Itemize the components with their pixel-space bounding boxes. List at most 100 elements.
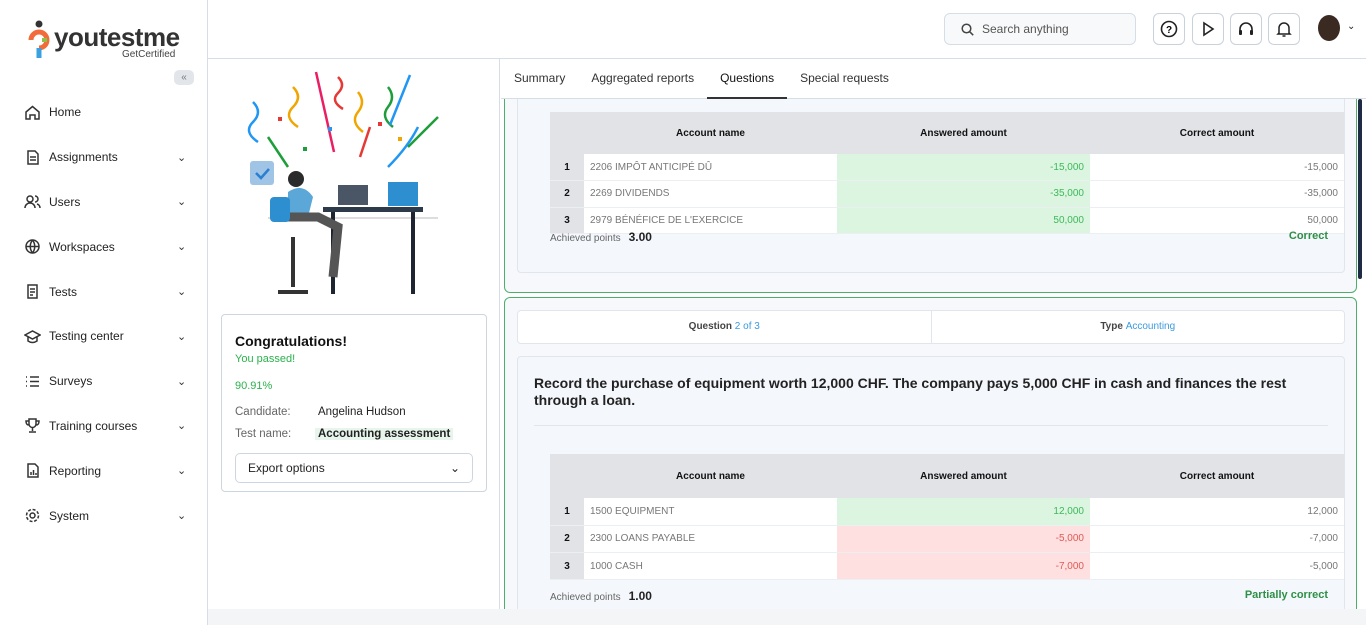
user-avatar[interactable] [1318, 15, 1340, 41]
home-icon [24, 104, 41, 121]
question-text: Record the purchase of equipment worth 1… [534, 375, 1287, 408]
sidebar-item-label: Training courses [49, 418, 138, 433]
table-row: 1 1500 EQUIPMENT 12,000 12,000 [550, 498, 1344, 526]
answer-table: Account name Answered amount Correct amoun… [550, 454, 1344, 581]
correct-amount: 50,000 [1090, 207, 1344, 234]
account-name: 2269 DIVIDENDS [584, 180, 837, 208]
notifications-button[interactable] [1268, 13, 1300, 45]
row-number: 3 [550, 552, 584, 581]
sidebar-item-label: System [49, 508, 90, 523]
sidebar-item-home[interactable]: Home [0, 90, 207, 135]
answered-amount: -15,000 [837, 154, 1090, 181]
logo[interactable]: youtestme GetCertified [28, 18, 188, 62]
export-options-label: Export options [248, 461, 325, 475]
play-button[interactable] [1192, 13, 1224, 45]
search-input[interactable]: Search anything [944, 13, 1136, 45]
test-name: Accounting assessment [315, 428, 454, 440]
tab-special-requests[interactable]: Special requests [800, 71, 889, 85]
achieved-points-label: Achieved points [550, 592, 621, 603]
search-icon [961, 22, 974, 36]
globe-icon [24, 238, 41, 255]
sidebar-item-label: Home [49, 105, 82, 120]
correct-amount: -5,000 [1090, 552, 1344, 581]
answered-amount: -5,000 [837, 525, 1090, 554]
account-name: 2979 BÉNÉFICE DE L'EXERCICE [584, 207, 837, 234]
collapse-sidebar-button[interactable]: « [174, 70, 194, 85]
sidebar-item-workspaces[interactable]: Workspaces ⌄ [0, 224, 207, 269]
pass-status: You passed! [235, 353, 296, 365]
result-panel: Congratulations! You passed! 90.91% Cand… [208, 59, 500, 609]
sidebar-item-users[interactable]: Users ⌄ [0, 180, 207, 225]
tab-summary[interactable]: Summary [514, 71, 566, 85]
brand-name: youtestme [54, 22, 180, 52]
logo-icon [28, 20, 50, 58]
gear-icon [24, 507, 41, 524]
tabs: Summary Aggregated reports Questions Specia… [501, 59, 1366, 99]
sidebar-item-training-courses[interactable]: Training courses ⌄ [0, 404, 207, 449]
tab-questions[interactable]: Questions [707, 59, 788, 99]
sidebar-item-testing-center[interactable]: Testing center ⌄ [0, 314, 207, 359]
celebration-illustration [247, 71, 439, 294]
candidate-label: Candidate: [235, 406, 291, 418]
achieved-points: Achieved points 3.00 [550, 230, 652, 244]
sidebar-item-assignments[interactable]: Assignments ⌄ [0, 135, 207, 180]
account-name: 2206 IMPÔT ANTICIPÉ DÛ [584, 154, 837, 181]
index-header [550, 112, 584, 154]
tab-aggregated-reports[interactable]: Aggregated reports [591, 71, 695, 85]
sidebar-item-system[interactable]: System ⌄ [0, 493, 207, 538]
column-header: Answered amount [837, 454, 1090, 498]
candidate-name: Angelina Hudson [318, 406, 406, 418]
users-icon [24, 193, 41, 210]
column-header: Correct amount [1090, 112, 1344, 154]
sidebar-item-label: Surveys [49, 374, 93, 389]
table-row: 1 2206 IMPÔT ANTICIPÉ DÛ -15,000 -15,000 [550, 154, 1344, 181]
sidebar-item-reporting[interactable]: Reporting ⌄ [0, 448, 207, 493]
sidebar-item-tests[interactable]: Tests ⌄ [0, 269, 207, 314]
question-number-value: 2 of 3 [734, 321, 760, 332]
sidebar-item-label: Testing center [49, 329, 124, 344]
answered-amount: 50,000 [837, 207, 1090, 234]
list-icon [24, 373, 41, 390]
result-title: Congratulations! [235, 333, 347, 349]
svg-text:?: ? [1166, 25, 1172, 36]
sidebar-item-surveys[interactable]: Surveys ⌄ [0, 359, 207, 404]
sidebar-item-label: Workspaces [49, 239, 115, 254]
correct-amount: -7,000 [1090, 525, 1344, 554]
answered-amount: 12,000 [837, 498, 1090, 526]
row-number: 2 [550, 180, 584, 208]
sidebar-item-label: Reporting [49, 463, 102, 478]
row-number: 3 [550, 207, 584, 234]
achieved-points: Achieved points 1.00 [550, 589, 652, 603]
question-number: Question 2 of 3 [518, 311, 931, 343]
question-type-label: Type [1100, 321, 1123, 332]
chevron-down-icon: ⌄ [177, 465, 187, 478]
chevron-down-icon: ⌄ [177, 241, 187, 254]
row-number: 2 [550, 525, 584, 554]
question-type-value: Accounting [1125, 321, 1176, 332]
help-icon: ? [1160, 20, 1178, 38]
score: 90.91% [235, 380, 273, 392]
trophy-icon [24, 417, 41, 434]
table-row: 2 2300 LOANS PAYABLE -5,000 -7,000 [550, 525, 1344, 554]
account-name: 2300 LOANS PAYABLE [584, 525, 837, 554]
row-number: 1 [550, 154, 584, 181]
table-row: 3 2979 BÉNÉFICE DE L'EXERCICE 50,000 50,000 [550, 207, 1344, 234]
scrollbar[interactable] [1358, 99, 1362, 279]
graduation-cap-icon [24, 328, 41, 345]
correct-amount: -15,000 [1090, 154, 1344, 181]
chevron-down-icon[interactable]: ⌄ [1347, 21, 1356, 32]
table-row: 3 1000 CASH -7,000 -5,000 [550, 552, 1344, 581]
headset-icon [1239, 22, 1253, 35]
index-header [550, 454, 584, 498]
export-options-dropdown[interactable]: Export options ⌄ [235, 453, 473, 483]
sidebar-nav: Home Assignments ⌄ Users ⌄ Workspaces ⌄ Tests ⌄ T… [0, 90, 207, 538]
question-body: Account name Answered amount Correct amoun… [517, 99, 1345, 273]
table-row: 2 2269 DIVIDENDS -35,000 -35,000 [550, 180, 1344, 208]
account-name: 1000 CASH [584, 552, 837, 581]
correct-amount: 12,000 [1090, 498, 1344, 526]
answer-status: Partially correct [1244, 589, 1328, 601]
achieved-points-value: 1.00 [628, 589, 652, 603]
help-button[interactable]: ? [1153, 13, 1185, 45]
support-button[interactable] [1230, 13, 1262, 45]
brand-tagline: GetCertified [122, 49, 176, 60]
